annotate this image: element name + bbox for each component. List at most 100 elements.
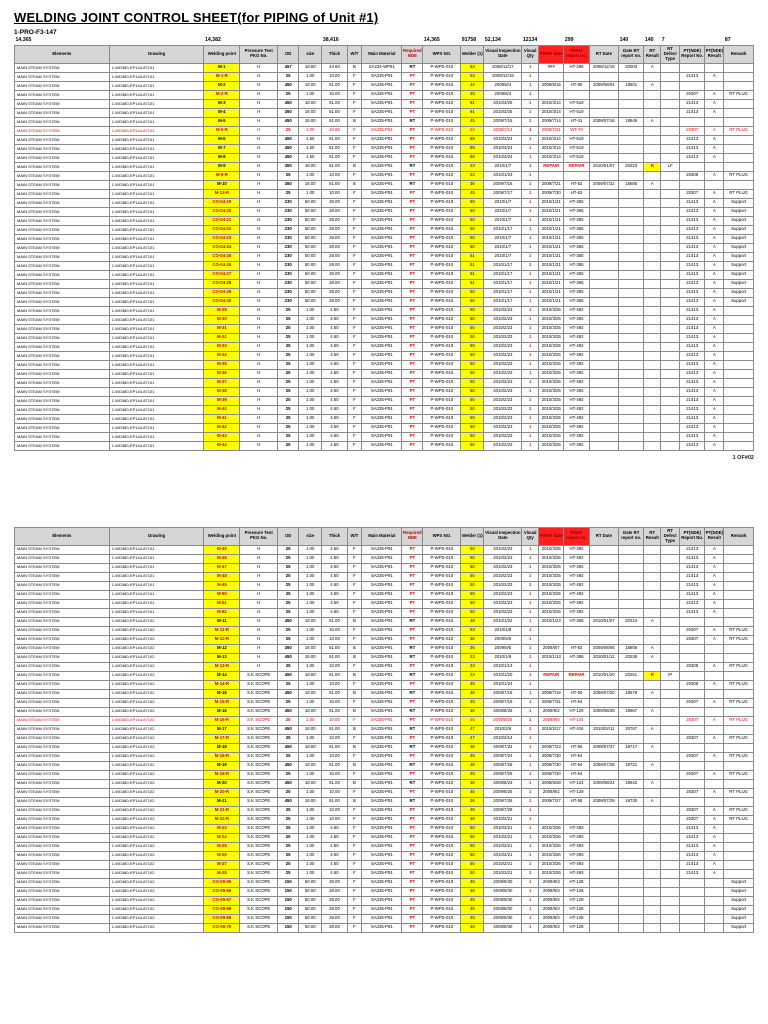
table-row: MAIN STEAM SYSTEM 1-WD380-EP144-87102 M-21… bbox=[14, 805, 754, 816]
cell-pwht-report-no: HT-492 bbox=[563, 413, 590, 424]
table-row: MAIN STEAM SYSTEM 1-WD380-EP144-87101 M-7 H… bbox=[14, 143, 754, 154]
column-header-visual-inspection-date: Visual Inspection Date bbox=[483, 526, 523, 546]
cell-size: 1.00 bbox=[298, 314, 323, 325]
cell-elements: MAIN STEAM SYSTEM bbox=[14, 413, 110, 424]
cell-thick: 4.50 bbox=[321, 377, 348, 388]
cell-required-nde: PT bbox=[401, 922, 424, 933]
cell-rt-report-no bbox=[618, 589, 645, 600]
cell-remark: Support bbox=[723, 242, 754, 253]
cell-required-nde: PT bbox=[401, 697, 424, 708]
cell-remark: RT PLUG bbox=[723, 125, 754, 136]
table-row: MAIN STEAM SYSTEM 1-WD380-EP144-87102 M-11… bbox=[14, 616, 754, 627]
cell-pt-result: A bbox=[704, 562, 725, 573]
welding-joint-control-sheet: WELDING JOINT CONTROL SHEET(for PIPING o… bbox=[14, 10, 754, 933]
column-header-elements: Elements bbox=[14, 45, 110, 64]
cell-thick: 51.00 bbox=[321, 98, 348, 109]
cell-od: 25 bbox=[277, 607, 300, 618]
cell-od: 230 bbox=[277, 233, 300, 244]
cell-rt-defect-type bbox=[660, 98, 681, 109]
cell-main-material: SA234-WP91 bbox=[361, 62, 403, 73]
cell-od: 25 bbox=[277, 661, 300, 672]
cell-required-nde: PT bbox=[401, 733, 424, 744]
cell-drawing: 1-WD380-EP144-87102 bbox=[108, 769, 205, 780]
table-row: MAIN STEAM SYSTEM 1-WD380-EP144-87101 CO-0… bbox=[14, 206, 754, 217]
cell-visual-qty: 1 bbox=[521, 188, 540, 199]
cell-rt-date bbox=[588, 850, 620, 861]
cell-size: 1.00 bbox=[298, 553, 323, 564]
cell-remark: RT PLUG bbox=[723, 625, 754, 636]
cell-wps-no: P-WPS-010 bbox=[422, 287, 462, 298]
cell-rt-defect-type bbox=[660, 544, 681, 555]
cell-drawing: 1-WD380-EP144-87102 bbox=[108, 895, 205, 906]
cell-required-nde: RT bbox=[401, 688, 424, 699]
cell-rt-result bbox=[643, 886, 662, 897]
cell-rt-date bbox=[588, 341, 620, 352]
table-row: MAIN STEAM SYSTEM 1-WD380-EP144-87101 M-50… bbox=[14, 589, 754, 600]
cell-welding-point: CO-04-24 bbox=[203, 242, 241, 253]
cell-rt-report-no bbox=[618, 287, 645, 298]
cell-welding-point: M-4 bbox=[203, 107, 241, 118]
cell-wps-no: P-WPS-010 bbox=[422, 679, 462, 690]
cell-rt-defect-type bbox=[660, 823, 681, 834]
cell-rt-report-no bbox=[618, 314, 645, 325]
cell-main-material: SA335-P91 bbox=[361, 607, 403, 618]
cell-pwht-date: 2010/3/25 bbox=[538, 440, 565, 451]
cell-pwht-date: REPAIR bbox=[538, 670, 565, 681]
cell-wt: F bbox=[346, 553, 363, 564]
cell-pressure-test-pkg-no: H bbox=[239, 580, 279, 591]
table-row: MAIN STEAM SYSTEM 1-WD380-EP144-87101 M-9-… bbox=[14, 170, 754, 181]
cell-required-nde: PT bbox=[401, 260, 424, 271]
cell-rt-report-no bbox=[618, 107, 645, 118]
cell-welding-point: M-17-R bbox=[203, 733, 241, 744]
cell-elements: MAIN STEAM SYSTEM bbox=[14, 242, 110, 253]
cell-visual-qty: 1 bbox=[521, 760, 540, 771]
table-row: MAIN STEAM SYSTEM 1-WD380-EP144-87101 M-6 H… bbox=[14, 134, 754, 145]
cell-wt: F bbox=[346, 544, 363, 555]
cell-welding-point: M-21 bbox=[203, 796, 241, 807]
cell-size: 50.00 bbox=[298, 260, 323, 271]
cell-rt-defect-type bbox=[660, 350, 681, 361]
cell-od: 450 bbox=[277, 652, 300, 663]
cell-welder: 36 bbox=[460, 778, 485, 789]
cell-main-material: SA335-P91 bbox=[361, 377, 403, 388]
cell-visual-inspection-date: 2008/12/17 bbox=[483, 62, 523, 73]
cell-required-nde: PT bbox=[401, 197, 424, 208]
cell-visual-inspection-date: 2010/2/23 bbox=[483, 553, 523, 564]
table-row: MAIN STEAM SYSTEM 1-WD380-EP144-87102 M-21… bbox=[14, 796, 754, 807]
cell-rt-result bbox=[643, 71, 662, 82]
cell-pwht-report-no: HT-492 bbox=[563, 544, 590, 555]
cell-welder: 50 bbox=[460, 395, 485, 406]
cell-visual-inspection-date: 2010/1/9 bbox=[483, 652, 523, 663]
cell-remark bbox=[723, 607, 754, 618]
cell-visual-inspection-date: 2010/1/17 bbox=[483, 287, 523, 298]
cell-pwht-date: 2009/7/19 bbox=[538, 688, 565, 699]
cell-pressure-test-pkg-no: H bbox=[239, 278, 279, 289]
cell-welder: 45 bbox=[460, 895, 485, 906]
cell-welder: 50 bbox=[460, 404, 485, 415]
table-row: MAIN STEAM SYSTEM 1-WD380-EP144-87102 M-12… bbox=[14, 634, 754, 645]
cell-size: 1.00 bbox=[298, 305, 323, 316]
cell-welding-point: CO-09-70 bbox=[203, 922, 241, 933]
cell-drawing: 1-WD380-EP144-87101 bbox=[108, 323, 205, 334]
cell-welding-point: M-42 bbox=[203, 422, 241, 433]
cell-rt-report-no: 20003 bbox=[618, 62, 645, 73]
cell-visual-inspection-date: 2010/2/23 bbox=[483, 377, 523, 388]
cell-pwht-report-no: HT-492 bbox=[563, 368, 590, 379]
cell-od: 25 bbox=[277, 787, 300, 798]
cell-rt-defect-type bbox=[660, 377, 681, 388]
cell-wps-no: P-WPS-010 bbox=[422, 823, 462, 834]
cell-pwht-report-no: HT-492 bbox=[563, 359, 590, 370]
cell-welding-point: M-9-R bbox=[203, 170, 241, 181]
cell-visual-inspection-date: 2010/2/23 bbox=[483, 431, 523, 442]
column-header-pwht-report-no: PWHT report no. bbox=[563, 45, 590, 64]
column-header-rt-result: RT Result bbox=[643, 526, 662, 546]
cell-welding-point: M-32 bbox=[203, 332, 241, 343]
cell-required-nde: PT bbox=[401, 814, 424, 825]
cell-welder: 36 bbox=[460, 688, 485, 699]
cell-od: 450 bbox=[277, 98, 300, 109]
cell-rt-result: A bbox=[643, 760, 662, 771]
cell-rt-report-no bbox=[618, 922, 645, 933]
cell-drawing: 1-WD380-EP144-87102 bbox=[108, 805, 205, 816]
cell-visual-inspection-date: 2009/7/26 bbox=[483, 796, 523, 807]
cell-welding-point: M-26 bbox=[203, 850, 241, 861]
